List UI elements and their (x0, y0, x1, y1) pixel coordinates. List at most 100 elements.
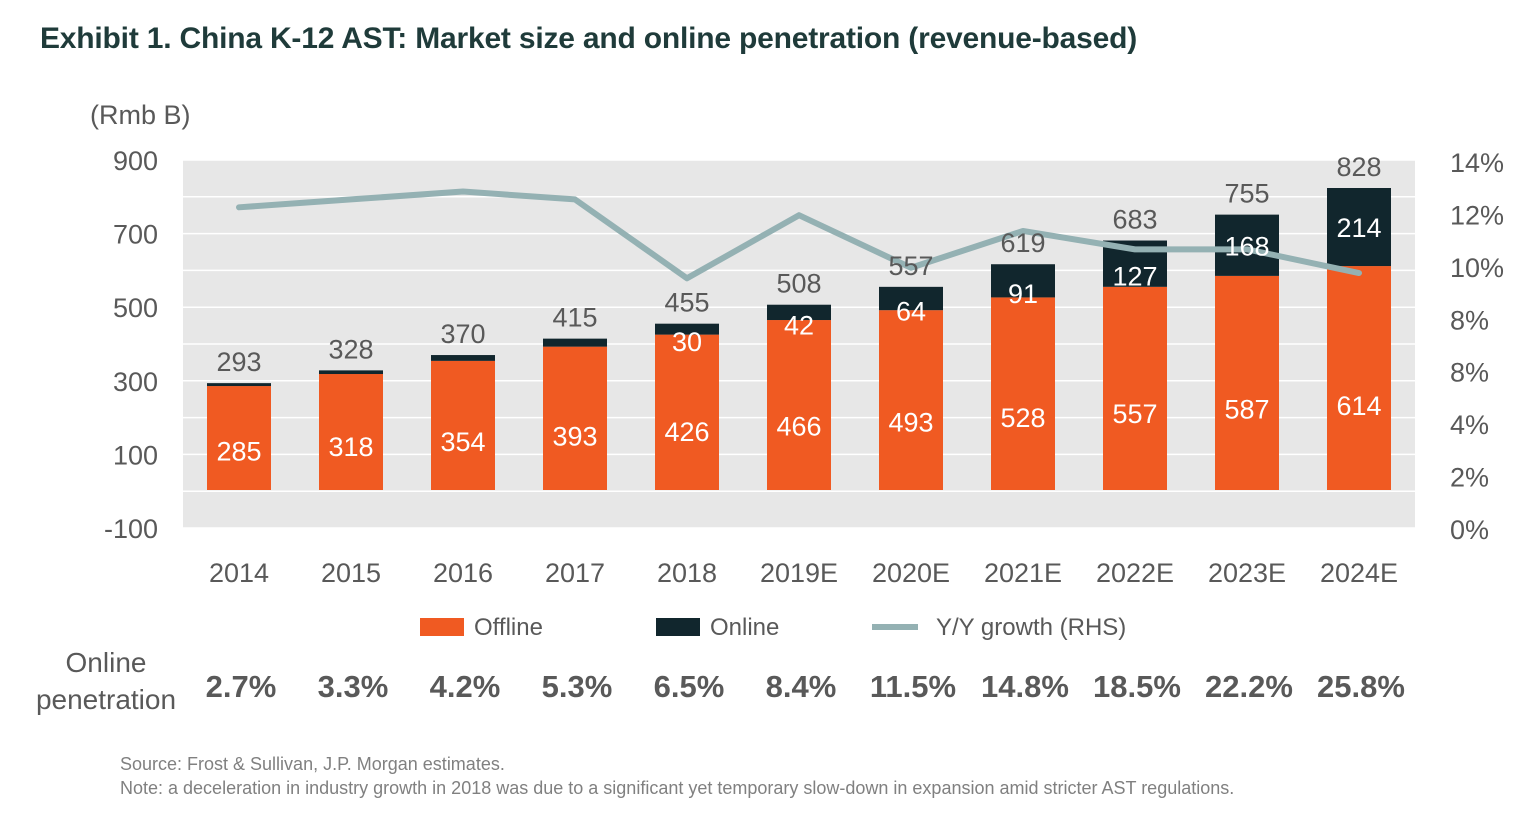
right-axis-tick: 10% (1450, 253, 1504, 283)
axes: (Rmb B) 900 700 500 300 100 -100 14% 12% 10% 8% 8% 4… (90, 100, 1504, 588)
total-value-label: 293 (216, 347, 261, 377)
penetration-value: 5.3% (542, 669, 613, 704)
penetration-value: 4.2% (430, 669, 501, 704)
x-axis-tick: 2020E (872, 558, 950, 588)
right-axis-tick: 14% (1450, 148, 1504, 178)
left-axis-tick: -100 (104, 514, 158, 544)
penetration-value: 3.3% (318, 669, 389, 704)
online-value-label: 64 (896, 297, 926, 327)
left-axis-tick: 900 (113, 146, 158, 176)
left-axis-unit: (Rmb B) (90, 100, 191, 130)
x-axis-tick: 2021E (984, 558, 1062, 588)
right-axis-tick: 8% (1450, 305, 1489, 335)
penetration-value: 11.5% (870, 669, 956, 704)
bar-online-2019E (767, 304, 831, 321)
offline-value-label: 354 (440, 427, 485, 457)
x-axis-tick: 2018 (657, 558, 717, 588)
legend-label-offline: Offline (474, 614, 543, 641)
bar-offline-2015 (319, 374, 383, 490)
right-axis-tick: 12% (1450, 200, 1504, 230)
penetration-value: 14.8% (981, 669, 1069, 704)
penetration-label-line1: Online (66, 647, 147, 678)
chart-title: Exhibit 1. China K-12 AST: Market size a… (40, 22, 1138, 55)
legend-label-growth: Y/Y growth (RHS) (936, 614, 1126, 641)
bar-offline-2016 (431, 360, 495, 490)
bar-offline-2018 (655, 334, 719, 490)
bars (207, 188, 1391, 490)
total-value-label: 557 (888, 251, 933, 281)
right-axis-tick: 0% (1450, 515, 1489, 545)
chart: 285 293 318 328 354 370 393 415 426 30 455 466 42 508… (36, 100, 1504, 715)
explanatory-note: Note: a deceleration in industry growth … (120, 778, 1235, 798)
online-value-label: 127 (1112, 262, 1157, 292)
x-axis-tick: 2014 (209, 558, 269, 588)
bar-offline-2019E (767, 320, 831, 490)
offline-value-label: 426 (664, 417, 709, 447)
bar-offline-2014 (207, 386, 271, 490)
x-axis-tick: 2022E (1096, 558, 1174, 588)
left-axis-tick: 300 (113, 367, 158, 397)
x-axis-tick: 2016 (433, 558, 493, 588)
penetration-value: 2.7% (206, 669, 277, 704)
online-penetration-row: Online penetration 2.7% 3.3% 4.2% 5.3% 6.5% 8.4… (36, 647, 1405, 715)
x-axis-tick: 2019E (760, 558, 838, 588)
footnotes: Source: Frost & Sullivan, J.P. Morgan es… (120, 752, 1234, 800)
x-axis-tick: 2024E (1320, 558, 1398, 588)
growth-line (236, 188, 1362, 282)
legend-swatch-offline (420, 618, 464, 636)
total-value-label: 828 (1336, 152, 1381, 182)
penetration-value: 22.2% (1205, 669, 1293, 704)
penetration-value: 25.8% (1317, 669, 1405, 704)
total-value-label: 455 (664, 288, 709, 318)
offline-value-label: 285 (216, 436, 261, 466)
total-value-label: 619 (1000, 228, 1045, 258)
offline-value-label: 557 (1112, 399, 1157, 429)
x-axis-tick: 2017 (545, 558, 605, 588)
bar-online-2023E (1215, 214, 1279, 276)
bar-online-2014 (207, 383, 271, 387)
legend-swatch-online (656, 618, 700, 636)
bar-offline-2021E (991, 297, 1055, 490)
total-value-label: 508 (776, 269, 821, 299)
penetration-value: 18.5% (1093, 669, 1181, 704)
left-axis-tick: 100 (113, 440, 158, 470)
legend: Offline Online Y/Y growth (RHS) (420, 614, 1126, 641)
bar-offline-2022E (1103, 286, 1167, 490)
total-value-label: 370 (440, 319, 485, 349)
penetration-label-line2: penetration (36, 684, 176, 715)
bar-offline-2020E (879, 310, 943, 490)
bar-online-2018 (655, 323, 719, 335)
offline-value-label: 493 (888, 408, 933, 438)
right-axis-tick: 8% (1450, 358, 1489, 388)
bar-online-2015 (319, 370, 383, 375)
bar-online-2021E (991, 264, 1055, 298)
bar-online-2020E (879, 286, 943, 311)
online-value-label: 42 (784, 310, 814, 340)
offline-value-label: 528 (1000, 403, 1045, 433)
right-axis-tick: 4% (1450, 410, 1489, 440)
penetration-value: 6.5% (654, 669, 725, 704)
right-axis-tick: 2% (1450, 463, 1489, 493)
online-value-label: 91 (1008, 279, 1038, 309)
penetration-value: 8.4% (766, 669, 837, 704)
bar-online-2024E (1327, 188, 1391, 267)
online-value-label: 168 (1224, 231, 1269, 261)
total-value-label: 415 (552, 303, 597, 333)
total-value-label: 683 (1112, 205, 1157, 235)
online-value-label: 214 (1336, 213, 1381, 243)
data-labels: 285 293 318 328 354 370 393 415 426 30 455 466 42 508… (216, 152, 1381, 466)
x-axis-tick: 2023E (1208, 558, 1286, 588)
left-axis-tick: 500 (113, 293, 158, 323)
left-axis-tick: 700 (113, 220, 158, 250)
offline-value-label: 318 (328, 432, 373, 462)
bar-online-2016 (431, 355, 495, 361)
offline-value-label: 614 (1336, 391, 1381, 421)
bar-offline-2024E (1327, 266, 1391, 490)
bar-online-2017 (543, 338, 607, 347)
x-axis-tick: 2015 (321, 558, 381, 588)
offline-value-label: 587 (1224, 395, 1269, 425)
online-value-label: 30 (672, 327, 702, 357)
offline-value-label: 466 (776, 411, 821, 441)
total-value-label: 328 (328, 334, 373, 364)
total-value-label: 755 (1224, 179, 1269, 209)
